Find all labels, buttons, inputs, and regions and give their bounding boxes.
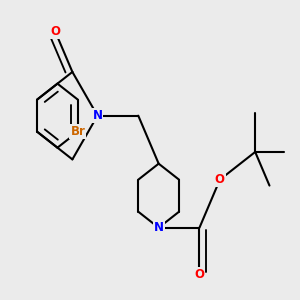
Text: O: O (194, 268, 205, 281)
Text: O: O (50, 25, 60, 38)
Text: N: N (154, 221, 164, 234)
Text: N: N (92, 109, 103, 122)
Text: O: O (215, 173, 225, 186)
Text: Br: Br (70, 125, 85, 138)
